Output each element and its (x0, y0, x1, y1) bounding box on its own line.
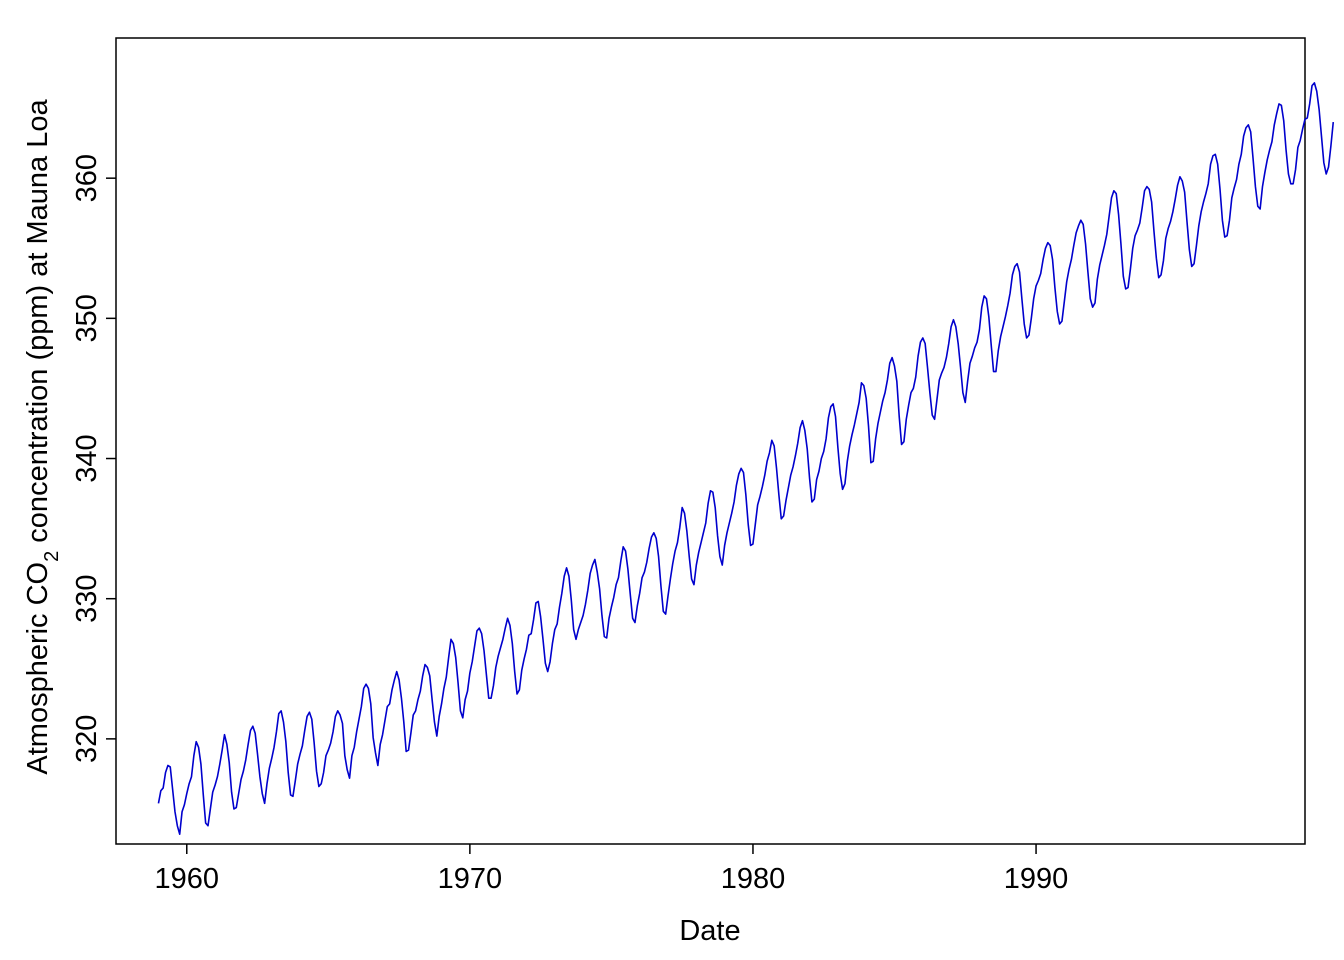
x-tick-label: 1980 (721, 863, 786, 895)
y-axis-title-subscript: 2 (41, 551, 63, 562)
y-axis: 320 330 340 350 360 (71, 154, 116, 763)
co2-series-line (157, 82, 1335, 835)
x-tick-label: 1990 (1004, 863, 1069, 895)
y-tick-label: 360 (71, 154, 103, 202)
y-tick-label: 330 (71, 575, 103, 623)
y-tick-label: 320 (71, 715, 103, 763)
x-tick-label: 1960 (155, 863, 220, 895)
y-axis-title-end: concentration (ppm) at Mauna Loa (22, 99, 54, 551)
plot-frame (115, 37, 1306, 845)
y-axis-title: Atmospheric CO2 concentration (ppm) at M… (22, 99, 63, 775)
x-tick-label: 1970 (438, 863, 503, 895)
y-tick-label: 340 (71, 434, 103, 482)
x-axis-title: Date (679, 915, 740, 947)
y-axis-title-start: Atmospheric CO (22, 562, 54, 775)
y-tick-label: 350 (71, 294, 103, 342)
x-axis: 1960 1970 1980 1990 (155, 844, 1069, 895)
